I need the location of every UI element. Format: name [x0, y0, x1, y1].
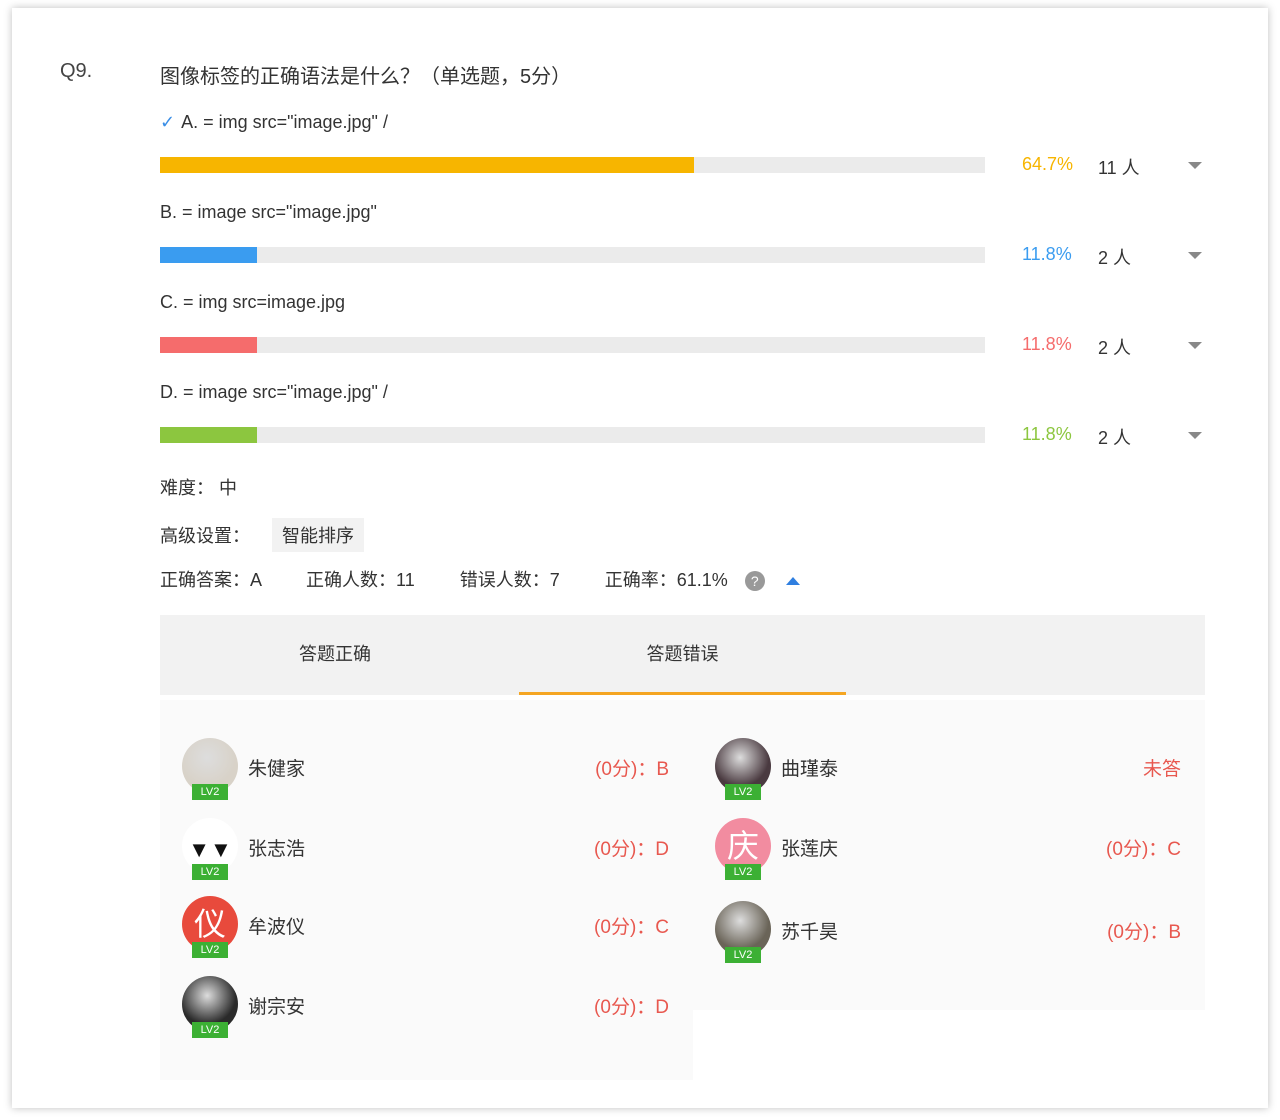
option-count: 2 人 — [1098, 338, 1132, 358]
expand-caret-icon[interactable] — [1188, 162, 1202, 169]
student-row[interactable]: LV2 谢宗安 (0分)：D — [160, 976, 693, 1038]
student-list-right: LV2 曲瑾泰 未答 庆 LV2 张莲庆 (0分)：C LV2 苏千昊 (0分)… — [693, 700, 1205, 1010]
student-answer: (0分)：B — [595, 759, 669, 780]
level-badge: LV2 — [192, 1022, 228, 1038]
collapse-arrow-icon[interactable] — [785, 577, 800, 586]
difficulty: 难度： 中 — [160, 478, 238, 498]
option-progress-bar — [160, 247, 985, 263]
question-title: 图像标签的正确语法是什么？（单选题，5分） — [160, 66, 572, 88]
student-answer: (0分)：C — [594, 917, 669, 938]
correct-count: 正确人数：11 — [306, 570, 415, 590]
help-icon[interactable]: ? — [744, 571, 765, 592]
student-answer: (0分)：D — [594, 839, 669, 860]
student-answer: (0分)：D — [594, 997, 669, 1018]
answer-tabs: 答题正确 答题错误 — [160, 615, 1205, 695]
option-label: ✓ A. = img src="image.jpg" / — [160, 112, 388, 133]
student-row[interactable]: 庆 LV2 张莲庆 (0分)：C — [693, 818, 1205, 880]
student-name: 张志浩 — [248, 839, 306, 860]
option-percent: 11.8% — [1022, 424, 1072, 444]
option-progress-fill — [160, 337, 258, 353]
option-count: 2 人 — [1098, 428, 1132, 448]
tab-correct[interactable]: 答题正确 — [299, 644, 371, 664]
option-text: D. = image src="image.jpg" / — [160, 382, 388, 402]
option-progress-bar — [160, 157, 985, 173]
student-name: 牟波仪 — [248, 917, 306, 938]
level-badge: LV2 — [725, 864, 761, 880]
option-label: B. = image src="image.jpg" — [160, 202, 377, 223]
level-badge: LV2 — [725, 784, 761, 800]
avatar-char: 仪 — [193, 906, 226, 942]
option-text: C. = img src=image.jpg — [160, 292, 346, 312]
student-answer: (0分)：C — [1106, 839, 1181, 860]
option-percent: 64.7% — [1022, 154, 1074, 174]
level-badge: LV2 — [725, 947, 761, 963]
option-label: D. = image src="image.jpg" / — [160, 382, 388, 403]
student-name: 谢宗安 — [248, 997, 306, 1018]
student-row[interactable]: LV2 曲瑾泰 未答 — [693, 738, 1205, 800]
question-number: Q9. — [60, 60, 93, 82]
expand-caret-icon[interactable] — [1188, 432, 1202, 439]
student-name: 张莲庆 — [781, 839, 839, 860]
advanced-label: 高级设置： — [160, 526, 250, 546]
student-name: 曲瑾泰 — [781, 759, 839, 780]
student-answer: 未答 — [1142, 759, 1181, 780]
correct-answer: 正确答案：A — [160, 570, 262, 590]
student-name: 苏千昊 — [781, 922, 839, 943]
wrong-count: 错误人数：7 — [459, 570, 560, 590]
smart-sort-button[interactable]: 智能排序 — [272, 518, 364, 552]
option-percent: 11.8% — [1022, 334, 1072, 354]
option-progress-bar — [160, 337, 985, 353]
option-count: 2 人 — [1098, 248, 1132, 268]
level-badge: LV2 — [192, 864, 228, 880]
option-label: C. = img src=image.jpg — [160, 292, 345, 313]
check-icon: ✓ — [160, 112, 176, 132]
avatar-char: 庆 — [726, 828, 759, 864]
student-row[interactable]: ▼▼ LV2 张志浩 (0分)：D — [160, 818, 693, 880]
student-answer: (0分)：B — [1107, 922, 1181, 943]
student-row[interactable]: 仪 LV2 牟波仪 (0分)：C — [160, 896, 693, 958]
accuracy-rate: 正确率：61.1% — [604, 570, 728, 590]
student-row[interactable]: LV2 朱健家 (0分)：B — [160, 738, 693, 800]
stats-row: 正确答案：A 正确人数：11 错误人数：7 正确率：61.1% ? — [160, 566, 800, 592]
tab-wrong[interactable]: 答题错误 — [519, 615, 846, 695]
expand-caret-icon[interactable] — [1188, 342, 1202, 349]
option-count: 11 人 — [1098, 158, 1140, 178]
level-badge: LV2 — [192, 784, 228, 800]
option-percent: 11.8% — [1022, 244, 1072, 264]
student-row[interactable]: LV2 苏千昊 (0分)：B — [693, 901, 1205, 963]
option-progress-bar — [160, 427, 985, 443]
option-progress-fill — [160, 157, 694, 173]
advanced-settings: 高级设置： 智能排序 — [160, 518, 364, 552]
avatar: 庆 — [715, 818, 771, 874]
student-name: 朱健家 — [248, 759, 306, 780]
expand-caret-icon[interactable] — [1188, 252, 1202, 259]
level-badge: LV2 — [192, 942, 228, 958]
option-progress-fill — [160, 427, 258, 443]
option-progress-fill — [160, 247, 258, 263]
option-text: A. = img src="image.jpg" / — [181, 112, 388, 132]
option-text: B. = image src="image.jpg" — [160, 202, 377, 222]
student-list-left: LV2 朱健家 (0分)：B ▼▼ LV2 张志浩 (0分)：D 仪 LV2 牟… — [160, 700, 693, 1080]
